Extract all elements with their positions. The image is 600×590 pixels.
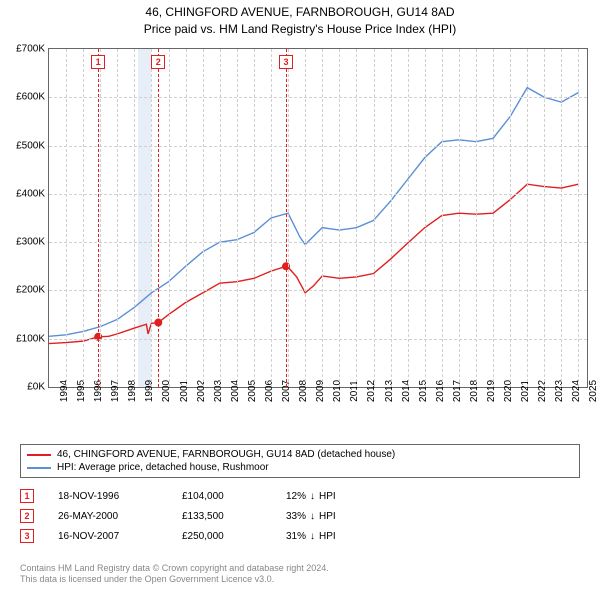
- marker-vline: [158, 49, 159, 387]
- down-arrow-icon: ↓: [310, 511, 315, 522]
- marker-row: 3 16-NOV-2007 £250,000 31% ↓ HPI: [20, 526, 580, 546]
- down-arrow-icon: ↓: [310, 531, 315, 542]
- grid-line-v: [288, 49, 289, 387]
- marker-chip: 3: [279, 55, 293, 69]
- legend-label-red: 46, CHINGFORD AVENUE, FARNBOROUGH, GU14 …: [57, 449, 395, 460]
- grid-line-v: [169, 49, 170, 387]
- marker-date: 18-NOV-1996: [58, 491, 158, 502]
- grid-line-v: [203, 49, 204, 387]
- marker-diff: 31% ↓ HPI: [286, 531, 376, 542]
- y-axis-label: £600K: [16, 92, 45, 103]
- marker-row: 1 18-NOV-1996 £104,000 12% ↓ HPI: [20, 486, 580, 506]
- grid-line-v: [442, 49, 443, 387]
- y-axis-label: £400K: [16, 188, 45, 199]
- footer-line2: This data is licensed under the Open Gov…: [20, 574, 329, 586]
- grid-line-v: [66, 49, 67, 387]
- marker-vline: [286, 49, 287, 387]
- title-line1: 46, CHINGFORD AVENUE, FARNBOROUGH, GU14 …: [0, 4, 600, 21]
- legend-row: HPI: Average price, detached house, Rush…: [27, 461, 573, 474]
- legend-swatch-red: [27, 454, 51, 456]
- grid-line-v: [186, 49, 187, 387]
- grid-line-v: [117, 49, 118, 387]
- grid-line-v: [339, 49, 340, 387]
- grid-line-v: [322, 49, 323, 387]
- marker-vline: [98, 49, 99, 387]
- grid-line-h: [49, 242, 587, 243]
- grid-line-v: [374, 49, 375, 387]
- grid-line-v: [151, 49, 152, 387]
- grid-line-v: [356, 49, 357, 387]
- marker-price: £104,000: [182, 491, 262, 502]
- grid-line-v: [134, 49, 135, 387]
- grid-line-h: [49, 194, 587, 195]
- marker-number-box: 2: [20, 509, 34, 523]
- grid-line-v: [476, 49, 477, 387]
- grid-line-v: [527, 49, 528, 387]
- marker-number-box: 3: [20, 529, 34, 543]
- grid-line-v: [391, 49, 392, 387]
- chart-svg: [49, 49, 587, 387]
- legend-box: 46, CHINGFORD AVENUE, FARNBOROUGH, GU14 …: [20, 444, 580, 478]
- grid-line-v: [561, 49, 562, 387]
- footer: Contains HM Land Registry data © Crown c…: [20, 563, 329, 586]
- title-line2: Price paid vs. HM Land Registry's House …: [0, 21, 600, 38]
- info-area: 46, CHINGFORD AVENUE, FARNBOROUGH, GU14 …: [20, 444, 580, 546]
- grid-line-v: [220, 49, 221, 387]
- marker-table: 1 18-NOV-1996 £104,000 12% ↓ HPI 2 26-MAY-200…: [20, 486, 580, 546]
- grid-line-h: [49, 290, 587, 291]
- grid-line-v: [578, 49, 579, 387]
- grid-line-v: [493, 49, 494, 387]
- legend-swatch-blue: [27, 467, 51, 469]
- grid-line-h: [49, 339, 587, 340]
- title-block: 46, CHINGFORD AVENUE, FARNBOROUGH, GU14 …: [0, 0, 600, 40]
- y-axis-label: £700K: [16, 44, 45, 55]
- y-axis-label: £500K: [16, 140, 45, 151]
- grid-line-v: [425, 49, 426, 387]
- down-arrow-icon: ↓: [310, 491, 315, 502]
- grid-line-v: [459, 49, 460, 387]
- grid-line-v: [408, 49, 409, 387]
- marker-chip: 1: [91, 55, 105, 69]
- grid-line-v: [237, 49, 238, 387]
- grid-line-v: [83, 49, 84, 387]
- marker-diff: 12% ↓ HPI: [286, 491, 376, 502]
- y-axis-label: £200K: [16, 285, 45, 296]
- legend-label-blue: HPI: Average price, detached house, Rush…: [57, 462, 269, 473]
- series-line-blue: [49, 88, 578, 337]
- marker-date: 16-NOV-2007: [58, 531, 158, 542]
- grid-line-v: [305, 49, 306, 387]
- marker-number-box: 1: [20, 489, 34, 503]
- marker-price: £250,000: [182, 531, 262, 542]
- grid-line-v: [271, 49, 272, 387]
- grid-line-v: [254, 49, 255, 387]
- chart-container: 46, CHINGFORD AVENUE, FARNBOROUGH, GU14 …: [0, 0, 600, 590]
- footer-line1: Contains HM Land Registry data © Crown c…: [20, 563, 329, 575]
- chart-plot-area: £0K£100K£200K£300K£400K£500K£600K£700K19…: [48, 48, 588, 388]
- x-axis-label: 2025: [578, 380, 599, 402]
- marker-price: £133,500: [182, 511, 262, 522]
- grid-line-v: [544, 49, 545, 387]
- grid-line-h: [49, 97, 587, 98]
- marker-diff: 33% ↓ HPI: [286, 511, 376, 522]
- marker-chip: 2: [151, 55, 165, 69]
- series-line-red: [49, 184, 578, 343]
- grid-line-v: [100, 49, 101, 387]
- y-axis-label: £100K: [16, 333, 45, 344]
- marker-date: 26-MAY-2000: [58, 511, 158, 522]
- marker-row: 2 26-MAY-2000 £133,500 33% ↓ HPI: [20, 506, 580, 526]
- grid-line-v: [510, 49, 511, 387]
- legend-row: 46, CHINGFORD AVENUE, FARNBOROUGH, GU14 …: [27, 448, 573, 461]
- y-axis-label: £300K: [16, 237, 45, 248]
- grid-line-h: [49, 146, 587, 147]
- y-axis-label: £0K: [27, 382, 45, 393]
